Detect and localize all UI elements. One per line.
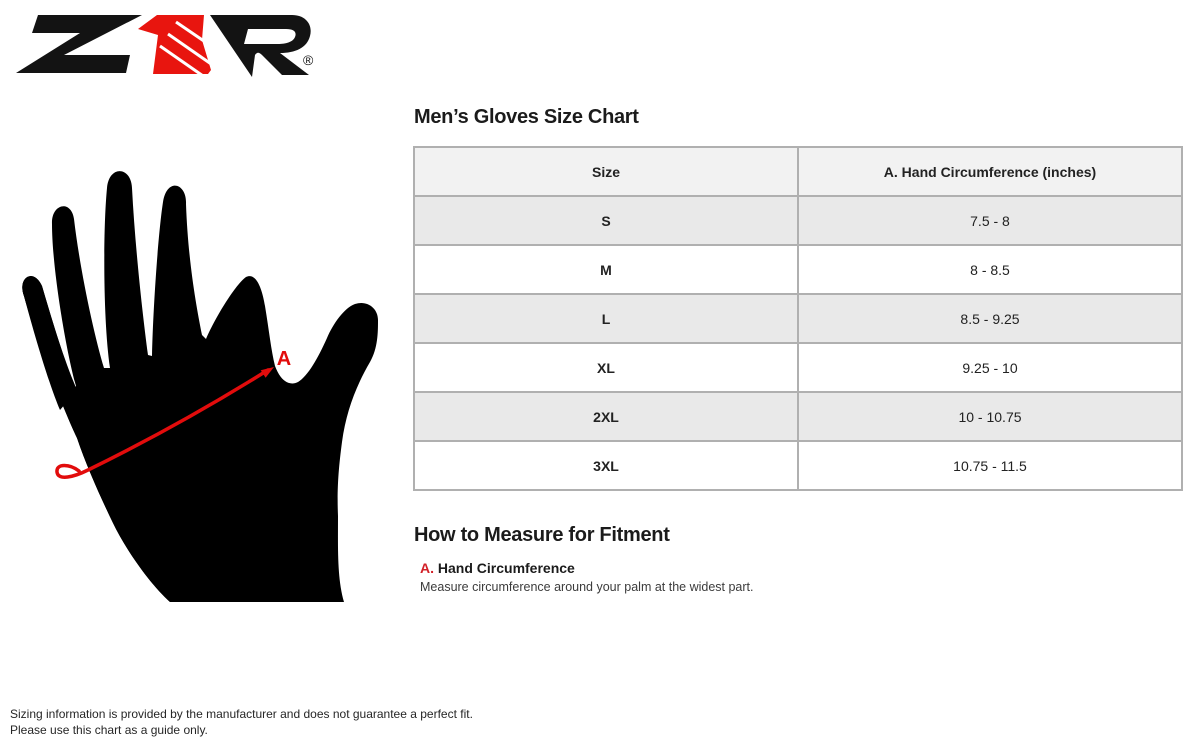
measurement-label: A. Hand Circumference — [420, 560, 1183, 576]
fitment-title: How to Measure for Fitment — [414, 524, 670, 546]
z1r-logo-graphic: ® — [16, 15, 314, 80]
hand-pinky — [22, 276, 78, 410]
column-header-circumference: A. Hand Circumference (inches) — [797, 146, 1183, 197]
hand-measurement-diagram: A — [0, 120, 400, 620]
size-cell: 3XL — [413, 440, 799, 491]
column-header-size: Size — [413, 146, 799, 197]
logo-letter-1 — [138, 15, 211, 74]
disclaimer-line-1: Sizing information is provided by the ma… — [10, 707, 473, 721]
registered-trademark: ® — [303, 52, 314, 68]
table-row: 2XL 10 - 10.75 — [413, 391, 1183, 442]
size-cell: 2XL — [413, 391, 799, 442]
measurement-description: Measure circumference around your palm a… — [420, 580, 754, 594]
hand-diagram-graphic: A — [22, 171, 378, 602]
size-cell: XL — [413, 342, 799, 393]
circumference-cell: 8 - 8.5 — [797, 244, 1183, 295]
table-row: 3XL 10.75 - 11.5 — [413, 440, 1183, 491]
logo-letter-z — [16, 15, 142, 73]
measurement-label-text: Hand Circumference — [437, 560, 575, 576]
circumference-cell: 10.75 - 11.5 — [797, 440, 1183, 491]
hand-silhouette-main — [22, 171, 378, 602]
gloves-size-table: Size A. Hand Circumference (inches) S 7.… — [413, 146, 1183, 491]
diagram-label-a: A — [277, 348, 291, 370]
table-row: XL 9.25 - 10 — [413, 342, 1183, 393]
table-row: M 8 - 8.5 — [413, 244, 1183, 295]
table-row: S 7.5 - 8 — [413, 195, 1183, 246]
logo-speed-stripes — [159, 20, 221, 80]
size-chart-content: Men’s Gloves Size Chart Size A. Hand Cir… — [413, 106, 1183, 594]
disclaimer-line-2: Please use this chart as a guide only. — [10, 723, 208, 737]
z1r-logo: ® — [2, 0, 324, 91]
measurement-label-prefix: A. — [420, 560, 434, 576]
size-cell: M — [413, 244, 799, 295]
table-header-row: Size A. Hand Circumference (inches) — [413, 146, 1183, 197]
measurement-line-a — [55, 368, 270, 479]
disclaimer: Sizing information is provided by the ma… — [10, 706, 473, 738]
circumference-cell: 8.5 - 9.25 — [797, 293, 1183, 344]
size-cell: L — [413, 293, 799, 344]
circumference-cell: 7.5 - 8 — [797, 195, 1183, 246]
table-row: L 8.5 - 9.25 — [413, 293, 1183, 344]
measurement-arrowhead — [260, 367, 274, 378]
logo-letter-r — [210, 15, 311, 77]
page-title: Men’s Gloves Size Chart — [414, 106, 639, 128]
circumference-cell: 10 - 10.75 — [797, 391, 1183, 442]
circumference-cell: 9.25 - 10 — [797, 342, 1183, 393]
size-cell: S — [413, 195, 799, 246]
